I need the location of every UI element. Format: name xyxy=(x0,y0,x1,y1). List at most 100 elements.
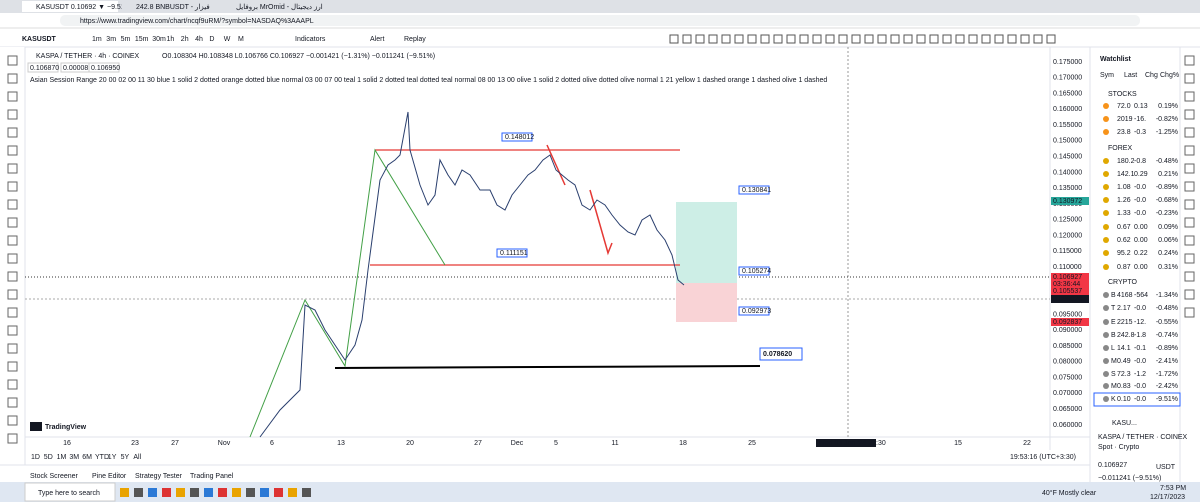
tool-icon[interactable] xyxy=(7,91,18,102)
tool-icon[interactable] xyxy=(7,253,18,264)
drawing-tool[interactable] xyxy=(1033,34,1043,44)
tool-icon[interactable] xyxy=(7,145,18,156)
side-icon[interactable] xyxy=(1184,127,1195,138)
drawing-tool[interactable] xyxy=(877,34,887,44)
side-icon[interactable] xyxy=(1184,109,1195,120)
tool-icon[interactable] xyxy=(7,73,18,84)
drawing-tool[interactable] xyxy=(916,34,926,44)
interval[interactable]: 5m xyxy=(121,36,131,43)
tool-icon[interactable] xyxy=(7,361,18,372)
drawing-tool[interactable] xyxy=(682,34,692,44)
tool-icon[interactable] xyxy=(7,55,18,66)
side-icon[interactable] xyxy=(1184,307,1195,318)
alert[interactable]: Alert xyxy=(370,36,384,43)
interval[interactable]: 3m xyxy=(106,36,116,43)
range[interactable]: 1Y xyxy=(108,454,117,461)
tool-icon[interactable] xyxy=(7,235,18,246)
tool-icon[interactable] xyxy=(7,397,18,408)
range[interactable]: 6M xyxy=(82,454,92,461)
side-icon[interactable] xyxy=(1184,55,1195,66)
drawing-tool[interactable] xyxy=(955,34,965,44)
interval[interactable]: 1m xyxy=(92,36,102,43)
task-icon[interactable] xyxy=(232,488,241,497)
price-box[interactable] xyxy=(27,62,59,73)
symbol[interactable]: KASUSDT xyxy=(22,36,57,43)
url-field[interactable] xyxy=(60,15,1140,26)
drawing-tool[interactable] xyxy=(968,34,978,44)
indicators[interactable]: Indicators xyxy=(295,36,326,43)
range[interactable]: 1D xyxy=(31,454,40,461)
drawing-tool[interactable] xyxy=(838,34,848,44)
bottom-tab[interactable]: Stock Screener xyxy=(30,473,79,480)
drawing-tool[interactable] xyxy=(812,34,822,44)
range[interactable]: 3M xyxy=(69,454,79,461)
drawing-tool[interactable] xyxy=(695,34,705,44)
drawing-tool[interactable] xyxy=(929,34,939,44)
task-icon[interactable] xyxy=(190,488,199,497)
interval[interactable]: 1h xyxy=(167,36,175,43)
interval[interactable]: 2h xyxy=(181,36,189,43)
range[interactable]: 1M xyxy=(57,454,67,461)
task-icon[interactable] xyxy=(204,488,213,497)
task-icon[interactable] xyxy=(260,488,269,497)
drawing-tool[interactable] xyxy=(1020,34,1030,44)
task-icon[interactable] xyxy=(288,488,297,497)
drawing-tool[interactable] xyxy=(1046,34,1056,44)
range[interactable]: YTD xyxy=(95,454,109,461)
drawing-tool[interactable] xyxy=(825,34,835,44)
task-icon[interactable] xyxy=(218,488,227,497)
browser-tab[interactable] xyxy=(122,1,218,12)
side-icon[interactable] xyxy=(1184,235,1195,246)
drawing-tool[interactable] xyxy=(760,34,770,44)
drawing-tool[interactable] xyxy=(981,34,991,44)
side-icon[interactable] xyxy=(1184,181,1195,192)
search-box[interactable] xyxy=(24,482,116,502)
browser-tab[interactable] xyxy=(222,1,318,12)
interval[interactable]: 4h xyxy=(195,36,203,43)
drawing-tool[interactable] xyxy=(890,34,900,44)
drawing-tool[interactable] xyxy=(669,34,679,44)
search[interactable]: Type here to search xyxy=(38,490,100,497)
drawing-tool[interactable] xyxy=(864,34,874,44)
drawing-tool[interactable] xyxy=(942,34,952,44)
tool-icon[interactable] xyxy=(7,109,18,120)
range[interactable]: All xyxy=(133,454,141,461)
side-icon[interactable] xyxy=(1184,253,1195,264)
side-icon[interactable] xyxy=(1184,271,1195,282)
interval[interactable]: D xyxy=(209,36,214,43)
interval[interactable]: M xyxy=(238,36,244,43)
tool-icon[interactable] xyxy=(7,415,18,426)
range[interactable]: 5Y xyxy=(121,454,130,461)
task-icon[interactable] xyxy=(274,488,283,497)
task-icon[interactable] xyxy=(148,488,157,497)
side-icon[interactable] xyxy=(1184,91,1195,102)
drawing-tool[interactable] xyxy=(734,34,744,44)
drawing-tool[interactable] xyxy=(773,34,783,44)
browser-tab[interactable] xyxy=(22,1,118,12)
drawing-tool[interactable] xyxy=(786,34,796,44)
tool-icon[interactable] xyxy=(7,433,18,444)
tool-icon[interactable] xyxy=(7,325,18,336)
side-icon[interactable] xyxy=(1184,145,1195,156)
side-icon[interactable] xyxy=(1184,73,1195,84)
interval[interactable]: 30m xyxy=(152,36,166,43)
bottom-tab[interactable]: Pine Editor xyxy=(92,473,127,480)
tool-icon[interactable] xyxy=(7,127,18,138)
interval[interactable]: 15m xyxy=(135,36,149,43)
range[interactable]: 5D xyxy=(44,454,53,461)
bottom-tab[interactable]: Trading Panel xyxy=(190,473,234,480)
tool-icon[interactable] xyxy=(7,217,18,228)
tool-icon[interactable] xyxy=(7,271,18,282)
task-icon[interactable] xyxy=(176,488,185,497)
tool-icon[interactable] xyxy=(7,289,18,300)
drawing-tool[interactable] xyxy=(721,34,731,44)
replay[interactable]: Replay xyxy=(404,36,426,43)
tool-icon[interactable] xyxy=(7,163,18,174)
side-icon[interactable] xyxy=(1184,163,1195,174)
side-icon[interactable] xyxy=(1184,289,1195,300)
task-icon[interactable] xyxy=(120,488,129,497)
task-icon[interactable] xyxy=(134,488,143,497)
selected-row[interactable] xyxy=(1093,392,1181,407)
tool-icon[interactable] xyxy=(7,343,18,354)
task-icon[interactable] xyxy=(302,488,311,497)
